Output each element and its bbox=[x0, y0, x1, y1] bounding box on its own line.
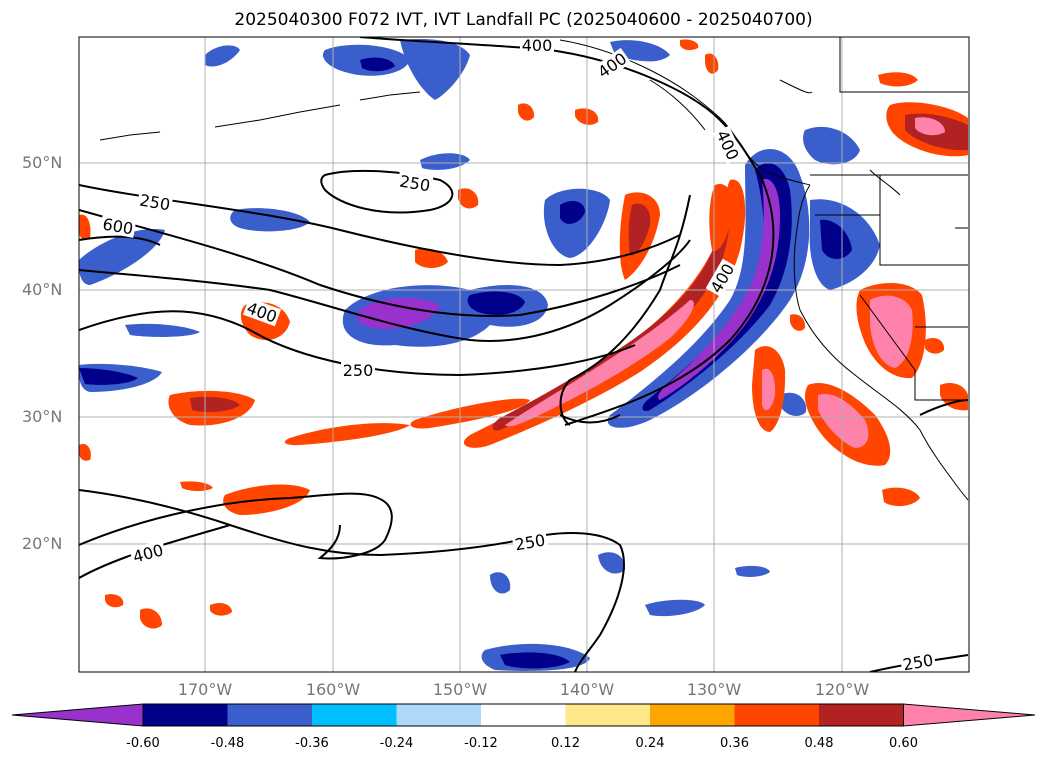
colorbar bbox=[11, 703, 1036, 727]
map-frame bbox=[78, 36, 970, 673]
colorbar-segment bbox=[227, 704, 312, 726]
lat-label-30n: 30°N bbox=[22, 407, 63, 426]
contour-label-bg bbox=[341, 361, 375, 379]
lon-label-140w: 140°W bbox=[559, 680, 615, 699]
colorbar-frame bbox=[142, 703, 904, 727]
contour-label-bg bbox=[511, 530, 549, 554]
colorbar-tick-label: 0.60 bbox=[889, 736, 918, 751]
lon-label-120w: 120°W bbox=[814, 680, 870, 699]
contour-label: 250 bbox=[901, 650, 934, 674]
colorbar-tick-label: -0.48 bbox=[210, 736, 245, 751]
colorbar-tick-label: 0.24 bbox=[635, 736, 665, 751]
colorbar-segment bbox=[650, 704, 735, 726]
graticule bbox=[79, 37, 969, 672]
contour-label-bg bbox=[99, 214, 137, 238]
negative-anomaly-band bbox=[607, 148, 810, 428]
colorbar-segment bbox=[819, 704, 904, 726]
contour-label-bg bbox=[705, 258, 739, 298]
colorbar-segment bbox=[396, 704, 481, 726]
contour-label: 250 bbox=[513, 530, 546, 554]
contour-label-bg bbox=[520, 36, 554, 54]
filled-anomaly-layer bbox=[79, 38, 968, 671]
lon-label-130w: 130°W bbox=[686, 680, 742, 699]
contour-label-bg bbox=[242, 297, 282, 327]
colorbar-tick-label: -0.60 bbox=[126, 736, 160, 751]
colorbar-tick-label: -0.24 bbox=[379, 736, 414, 751]
contour-label: 250 bbox=[138, 190, 171, 214]
map-title: 2025040300 F072 IVT, IVT Landfall PC (20… bbox=[234, 10, 813, 30]
contour-label: 250 bbox=[398, 171, 431, 195]
contour-label-bg bbox=[899, 650, 937, 674]
colorbar-tick-label: 0.12 bbox=[551, 736, 580, 751]
contour-label-bg bbox=[712, 125, 744, 165]
colorbar-segment bbox=[565, 704, 650, 726]
contour-label-bg bbox=[396, 171, 434, 195]
colorbar-segment bbox=[481, 704, 566, 726]
lat-label-40n: 40°N bbox=[22, 280, 63, 299]
colorbar-segment bbox=[312, 704, 397, 726]
lon-label-150w: 150°W bbox=[432, 680, 488, 699]
lat-label-50n: 50°N bbox=[22, 153, 63, 172]
colorbar-extend-max bbox=[903, 703, 1036, 727]
colorbar-extend-min bbox=[11, 703, 144, 727]
lon-label-170w: 170°W bbox=[177, 680, 233, 699]
contour-label-bg bbox=[592, 47, 632, 83]
contour-label: 600 bbox=[101, 214, 134, 238]
colorbar-tick-label: 0.48 bbox=[804, 736, 834, 751]
colorbar-tick-label: -0.36 bbox=[295, 736, 329, 751]
contour-label: 400 bbox=[522, 36, 553, 55]
lat-label-20n: 20°N bbox=[22, 534, 63, 553]
contour-label-bg bbox=[136, 190, 174, 214]
contour-label-bg bbox=[129, 539, 167, 567]
contour-label: 250 bbox=[343, 361, 374, 380]
lon-label-160w: 160°W bbox=[305, 680, 361, 699]
colorbar-segment bbox=[734, 704, 819, 726]
colorbar-segment bbox=[143, 704, 228, 726]
colorbar-tick-label: -0.12 bbox=[464, 736, 498, 751]
colorbar-tick-label: 0.36 bbox=[720, 736, 749, 751]
